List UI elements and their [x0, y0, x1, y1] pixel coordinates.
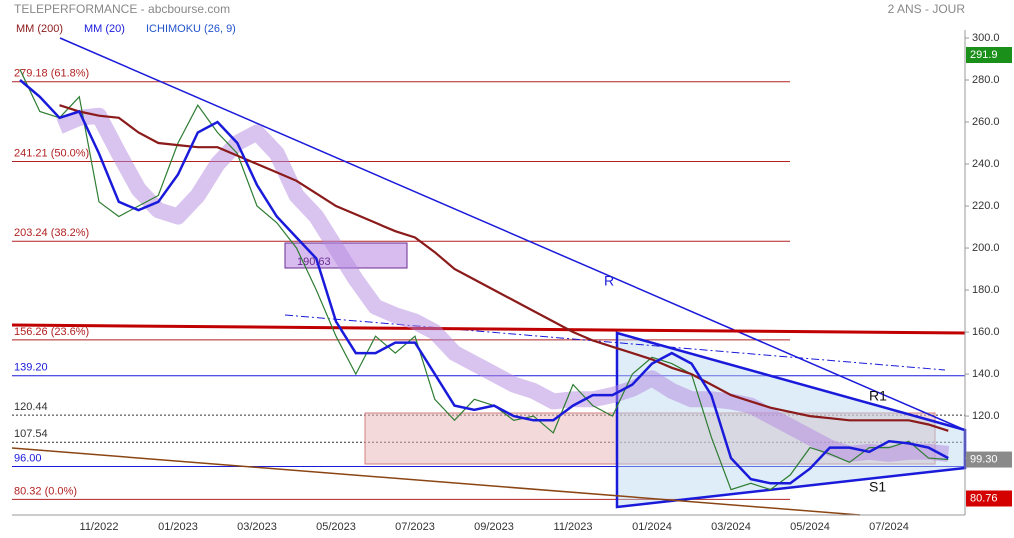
- level-label: 241.21 (50.0%): [14, 147, 89, 159]
- level-label: 120.44: [14, 401, 48, 413]
- x-tick-label: 09/2023: [474, 521, 514, 533]
- mm20-line: [19, 79, 949, 485]
- y-tick-label: 180.0: [972, 284, 1000, 296]
- x-tick-label: 11/2022: [80, 521, 119, 533]
- x-tick-label: 07/2024: [869, 521, 909, 533]
- period: 2 ANS - JOUR: [888, 2, 966, 16]
- level-label: 107.54: [14, 428, 48, 440]
- y-tick-label: 220.0: [972, 200, 1000, 212]
- level-label: 156.26 (23.6%): [14, 326, 89, 338]
- legend-mm20: MM (20): [84, 23, 125, 35]
- label-r: R: [604, 273, 614, 289]
- level-label: 203.24 (38.2%): [14, 227, 89, 239]
- x-tick-label: 05/2024: [790, 521, 830, 533]
- x-tick-label: 05/2023: [316, 521, 356, 533]
- level-label: 139.20: [14, 362, 48, 374]
- y-tick-label: 200.0: [972, 242, 1000, 254]
- trendline-brown: [11, 447, 861, 516]
- price-tag: [966, 46, 1012, 63]
- label-r1: R1: [869, 388, 887, 404]
- price-tag: [966, 451, 1012, 468]
- price-line: [19, 69, 949, 491]
- x-tick-label: 01/2023: [158, 521, 198, 533]
- x-tick-label: 11/2023: [554, 521, 593, 533]
- y-tick-label: 120.0: [972, 410, 1000, 422]
- x-tick-label: 01/2024: [632, 521, 672, 533]
- price-tag: [966, 490, 1012, 507]
- x-tick-label: 03/2023: [237, 521, 277, 533]
- chart-title: TELEPERFORMANCE - abcbourse.com: [14, 2, 230, 16]
- trendline-dashdot: [284, 314, 946, 371]
- price-tag-label: 99.30: [970, 453, 998, 465]
- price-tag-label: 291.9: [970, 49, 998, 61]
- legend-mm200: MM (200): [16, 23, 63, 35]
- level-label: 80.32 (0.0%): [14, 485, 77, 497]
- level-label: 279.18 (61.8%): [14, 68, 89, 80]
- y-tick-label: 160.0: [972, 326, 1000, 338]
- resistance-line: [11, 323, 966, 335]
- legend-ichimoku: ICHIMOKU (26, 9): [146, 23, 236, 35]
- mm200-line: [59, 104, 949, 432]
- y-tick-label: 260.0: [972, 116, 1000, 128]
- y-tick-label: 240.0: [972, 158, 1000, 170]
- price-tag-label: 80.76: [970, 492, 998, 504]
- x-tick-label: 03/2024: [711, 521, 751, 533]
- x-tick-label: 07/2023: [395, 521, 435, 533]
- level-label: 96.00: [14, 452, 42, 464]
- trendline-r: [59, 37, 966, 431]
- y-tick-label: 280.0: [972, 74, 1000, 86]
- ichimoku-cloud: [56, 107, 950, 462]
- y-tick-label: 300.0: [972, 32, 1000, 44]
- label-s1: S1: [869, 479, 886, 495]
- annotation-box-label: 190.63: [297, 256, 331, 268]
- y-tick-label: 140.0: [972, 368, 1000, 380]
